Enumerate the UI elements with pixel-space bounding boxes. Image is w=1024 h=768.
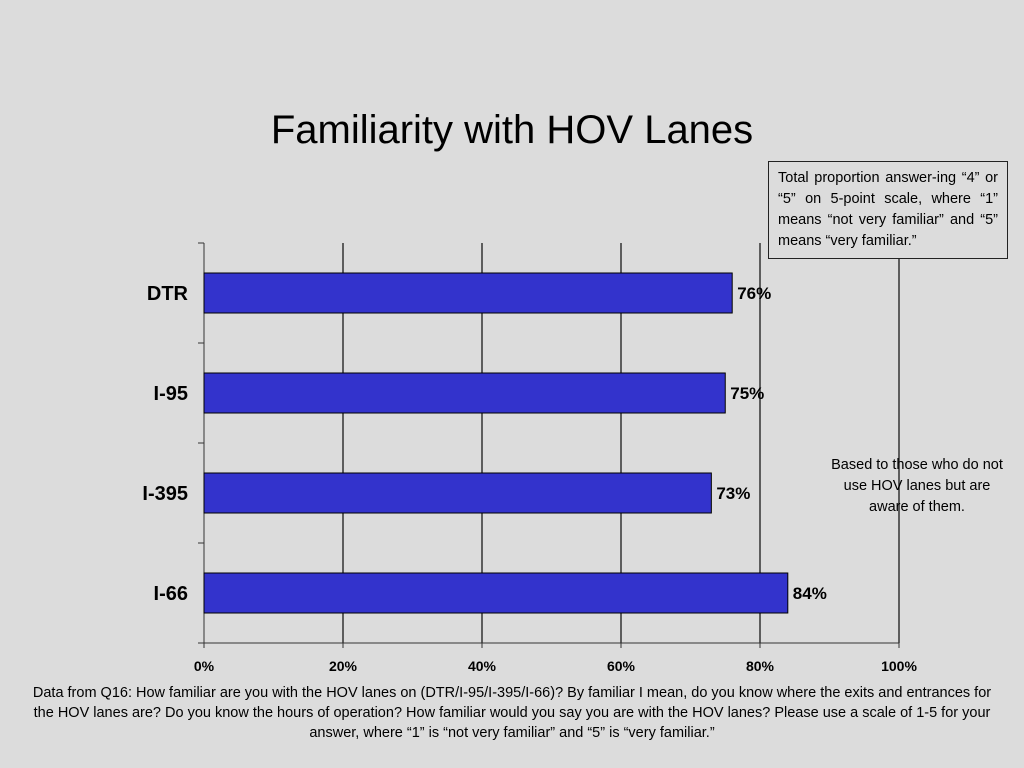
category-label: I-395 xyxy=(142,483,188,505)
value-label: 84% xyxy=(793,584,827,603)
category-label: DTR xyxy=(147,283,189,305)
bar xyxy=(203,472,712,514)
bar xyxy=(203,372,726,414)
value-label: 76% xyxy=(737,284,771,303)
x-tick-label: 80% xyxy=(746,658,775,674)
bar xyxy=(203,272,733,314)
question-footnote: Data from Q16: How familiar are you with… xyxy=(32,685,992,741)
base-note: Based to those who do not use HOV lanes … xyxy=(831,457,1003,515)
x-tick-label: 20% xyxy=(329,658,358,674)
value-label: 73% xyxy=(716,484,750,503)
value-label: 75% xyxy=(730,384,764,403)
x-tick-label: 40% xyxy=(468,658,497,674)
chart-title: Familiarity with HOV Lanes xyxy=(270,108,754,152)
scale-note-box: Total proportion answer-ing “4” or “5” o… xyxy=(768,161,1008,259)
category-label: I-66 xyxy=(154,583,188,605)
x-tick-label: 60% xyxy=(607,658,636,674)
x-tick-label: 0% xyxy=(194,658,215,674)
x-tick-label: 100% xyxy=(881,658,917,674)
category-label: I-95 xyxy=(154,383,188,405)
bar xyxy=(203,572,789,614)
